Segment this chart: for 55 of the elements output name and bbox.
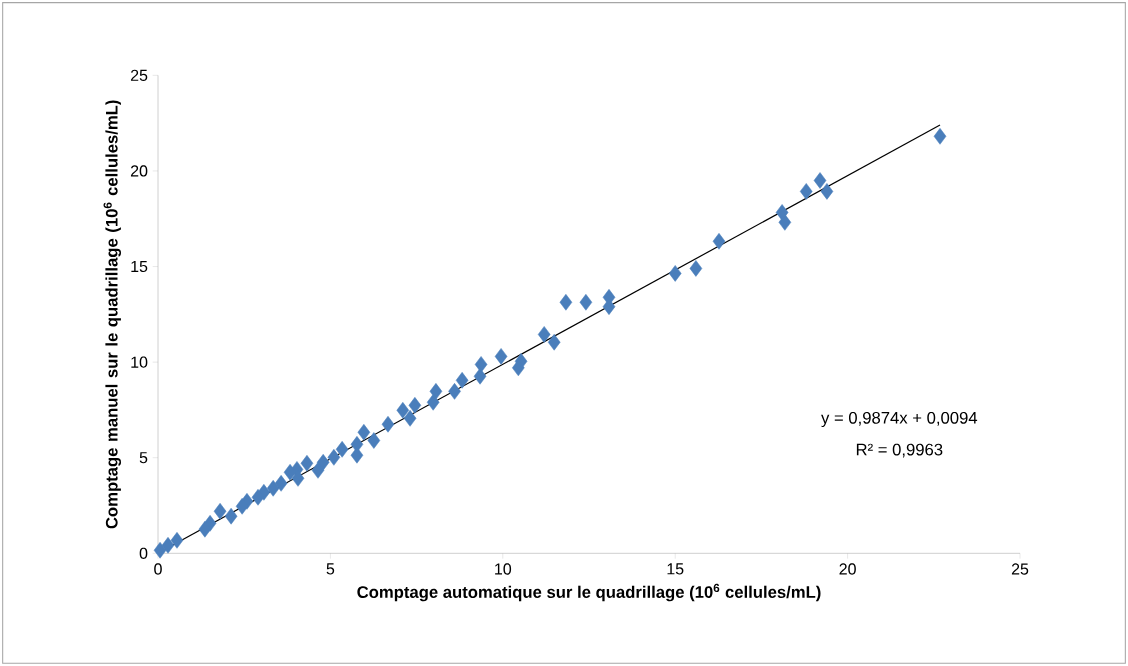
x-tick-label: 20 [839,563,856,575]
point [933,128,947,145]
point [579,294,593,311]
point [396,402,410,419]
point [473,368,487,385]
y-tick-label: 5 [139,452,148,464]
point [408,397,422,414]
point [198,520,212,538]
point [357,424,371,441]
point [153,541,167,559]
point [537,326,551,343]
y-axis-title: Comptage manuel sur le quadrillage (10$^{6}$ cellules/mL) [103,100,122,529]
point [213,502,227,520]
point [799,183,813,200]
point [251,489,265,506]
point [403,410,417,427]
point [775,204,789,221]
point [820,183,834,200]
point [283,463,297,481]
y-tick-label: 25 [130,69,148,81]
x-tick-label: 5 [326,563,335,575]
point [170,532,184,549]
y-tick-label: 20 [130,165,148,177]
point [712,233,726,250]
point [327,449,341,466]
point [300,455,314,472]
point [813,172,827,189]
x-axis-title: Comptage automatique sur le quadrillage (10$^{6}$ cellules/mL) [357,583,821,602]
point [311,462,325,479]
point [426,394,440,411]
point [367,432,381,449]
point [381,415,395,433]
point [235,498,249,515]
point [559,294,573,311]
point [335,441,349,458]
annotation: R² = 0,9963 [856,443,943,458]
y-tick-label: 15 [131,260,148,273]
point [547,333,561,351]
point [448,383,461,400]
x-tick-label: 10 [495,563,512,575]
point [455,372,469,389]
point [161,537,175,554]
y-tick-label: 10 [131,356,148,368]
x-tick-label: 0 [154,563,162,575]
point [494,348,508,365]
annotation: y = 0,9874x + 0,0094 [821,411,978,428]
point [266,480,280,497]
point [224,507,238,525]
y-tick-label: 0 [139,547,148,559]
x-tick-label: 25 [1011,563,1029,575]
point [689,260,703,277]
point [274,475,288,492]
point [668,265,682,282]
x-tick-label: 15 [667,563,684,575]
point [429,383,443,400]
